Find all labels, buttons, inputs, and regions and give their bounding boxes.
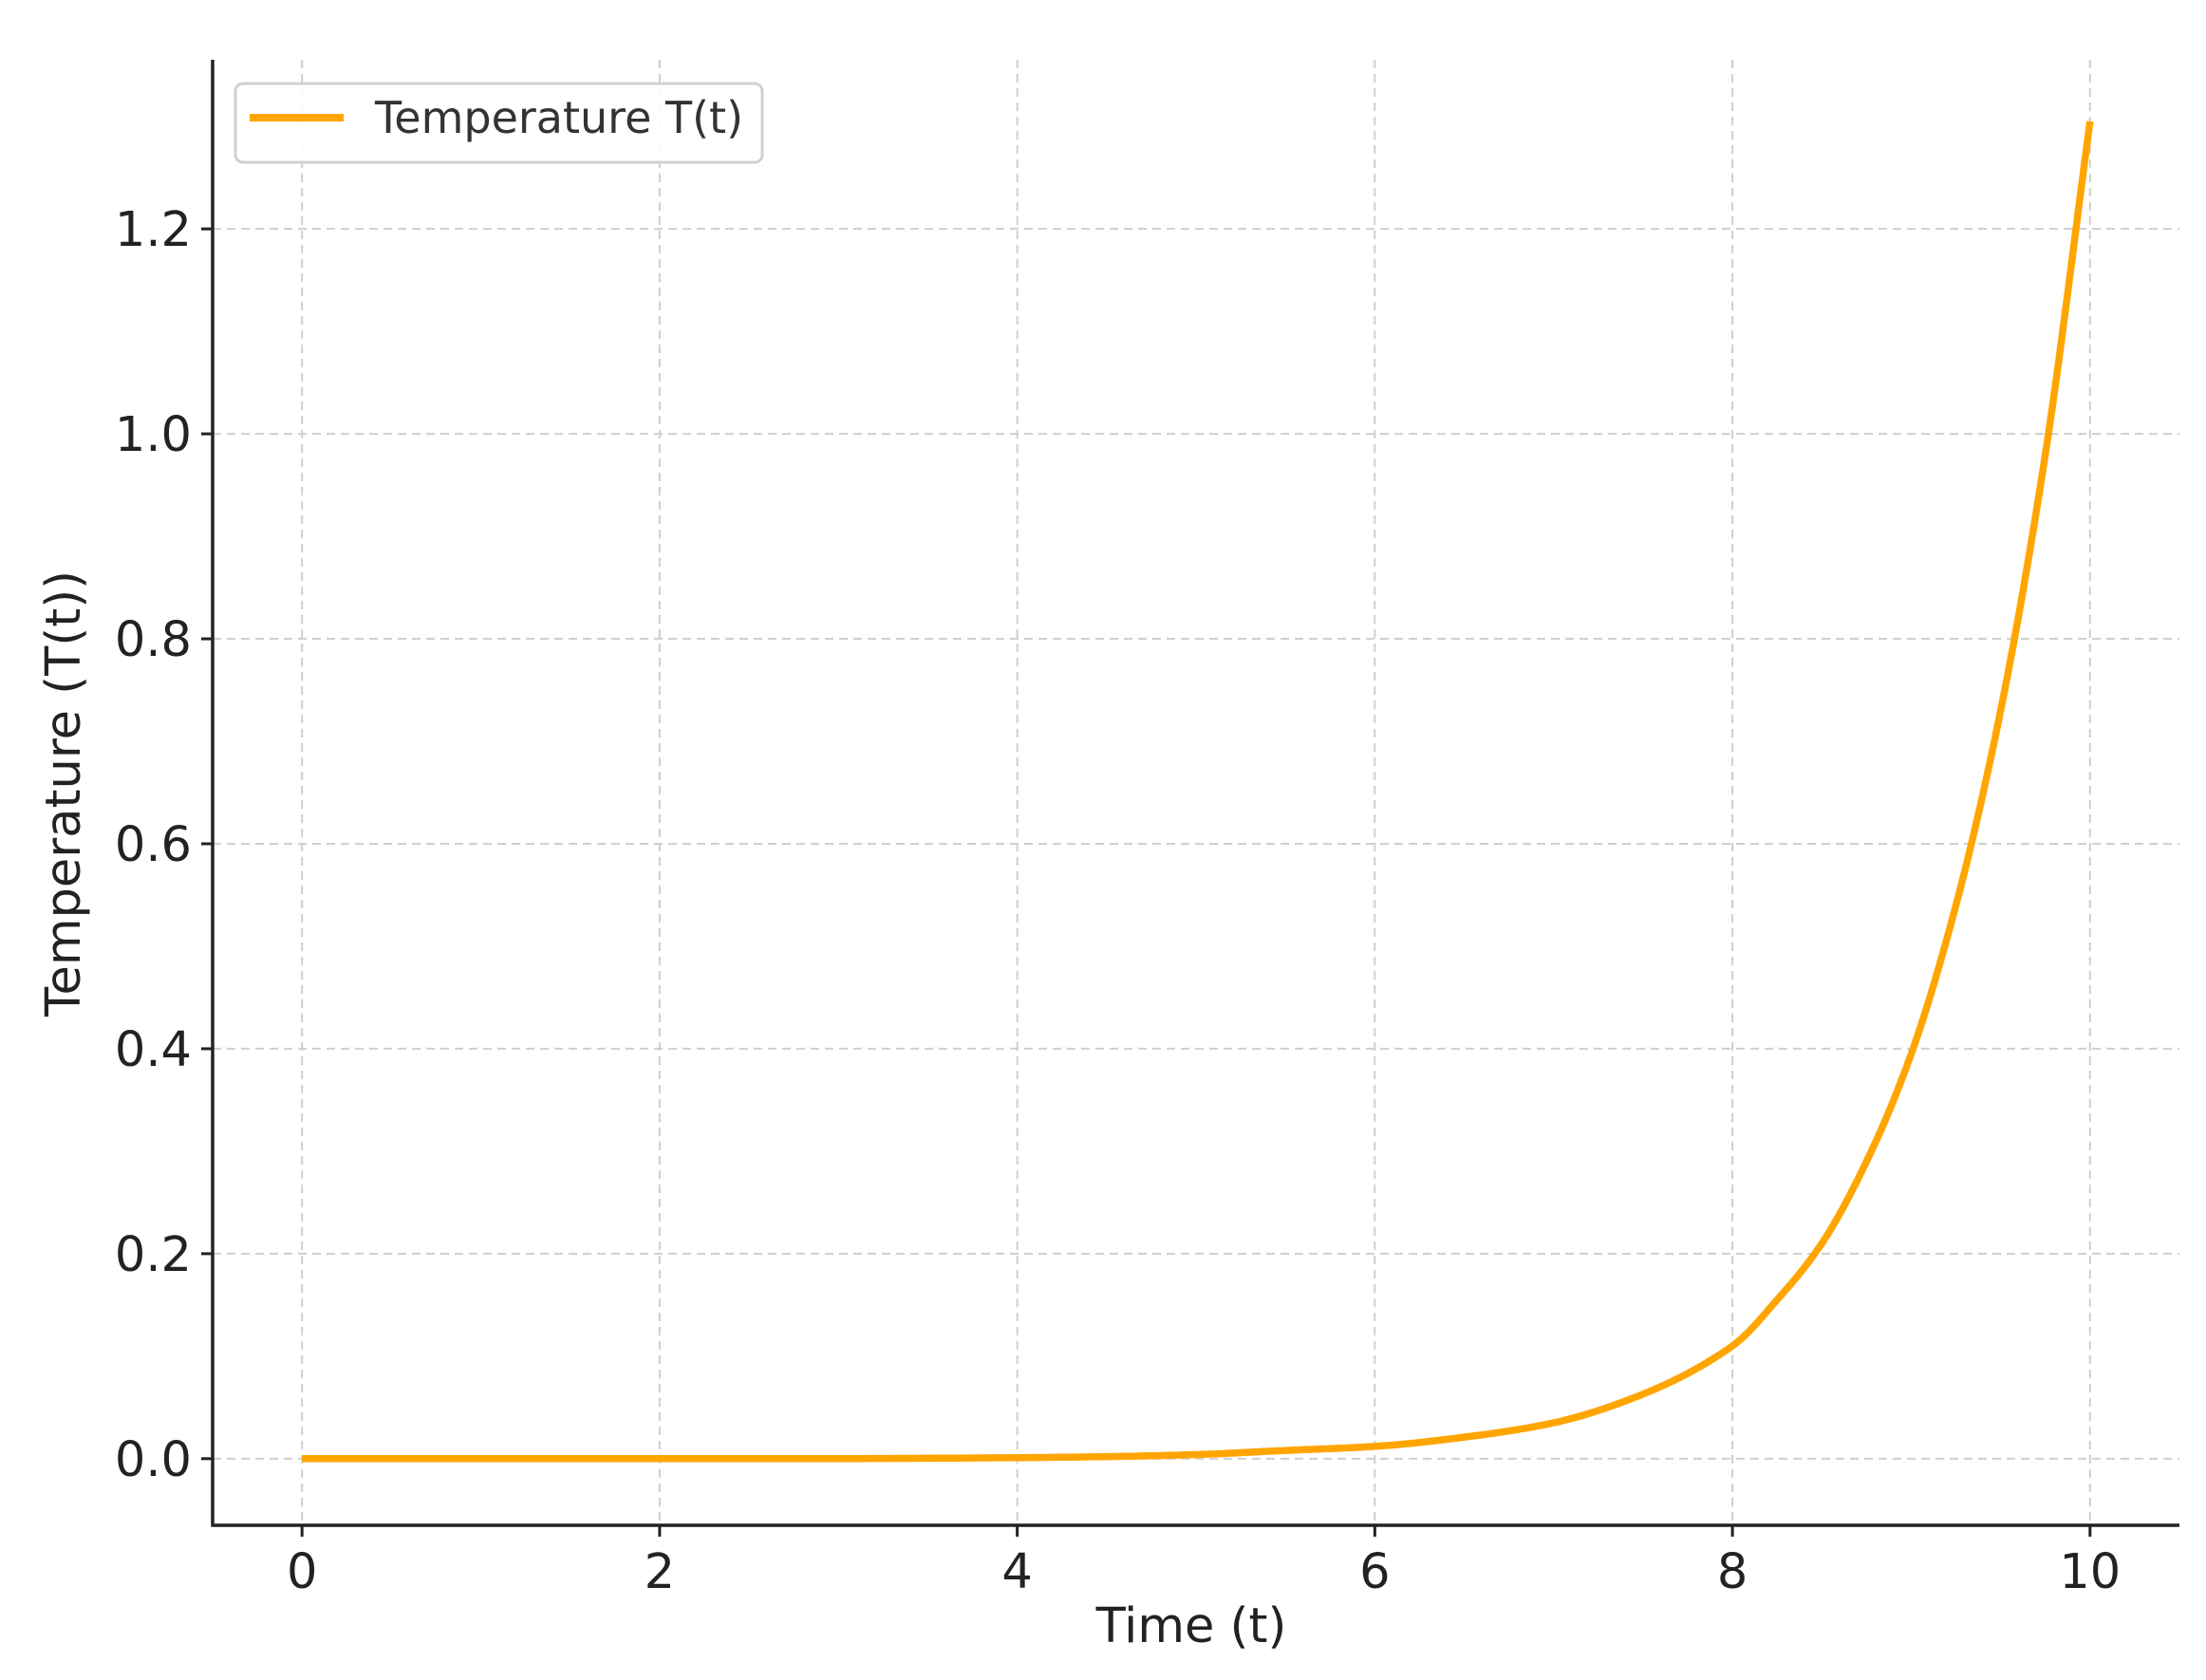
legend-frame xyxy=(234,82,764,164)
y-tick-label: 0.4 xyxy=(115,1022,192,1078)
series-line-temperature xyxy=(302,121,2094,1463)
y-axis-title: Temperature (T(t)) xyxy=(36,570,92,1017)
y-tick-label: 0.2 xyxy=(115,1227,192,1283)
x-tick-label: 10 xyxy=(2059,1544,2121,1600)
x-tick-label: 4 xyxy=(1001,1544,1032,1600)
grid xyxy=(213,60,2179,1525)
x-tick-label: 8 xyxy=(1717,1544,1748,1600)
series-layer xyxy=(302,121,2094,1463)
legend: Temperature T(t) xyxy=(234,82,764,164)
axes xyxy=(211,60,2179,1527)
x-axis-title: Time (t) xyxy=(1095,1598,1287,1654)
x-tick-label: 6 xyxy=(1359,1544,1390,1600)
ticks: 0 2 4 6 8 10 0.0 0.2 0.4 0.6 0.8 1.0 1.2 xyxy=(115,202,2121,1600)
y-tick-label: 0.0 xyxy=(115,1432,192,1488)
x-tick-label: 0 xyxy=(287,1544,317,1600)
y-tick-label: 1.0 xyxy=(115,407,192,463)
x-tick-label: 2 xyxy=(645,1544,675,1600)
y-tick-label: 1.2 xyxy=(115,202,192,258)
y-tick-label: 0.8 xyxy=(115,612,192,668)
y-tick-label: 0.6 xyxy=(115,817,192,873)
legend-entry-label: Temperature T(t) xyxy=(374,92,743,143)
